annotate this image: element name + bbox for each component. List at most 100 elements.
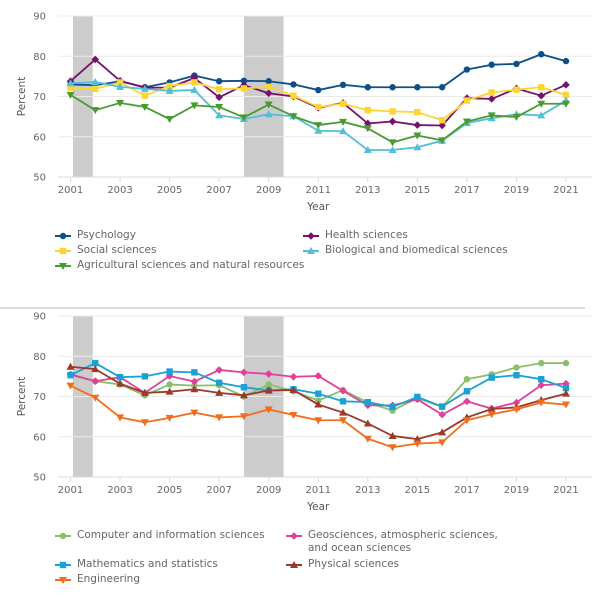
data-point-health-sciences <box>562 81 570 89</box>
data-point-physical-sciences <box>215 388 224 396</box>
x-tick-label: 2009 <box>256 485 281 496</box>
data-point-health-sciences <box>264 89 273 98</box>
data-point-agricultural-sciences-and-natural-resources <box>388 139 397 147</box>
data-point-agricultural-sciences-and-natural-resources <box>339 118 348 126</box>
x-tick-label: 2017 <box>454 485 479 496</box>
y-tick-label: 60 <box>33 432 46 443</box>
y-axis-title: Percent <box>16 77 28 117</box>
series-agricultural-sciences-and-natural-resources <box>66 91 570 147</box>
data-point-agricultural-sciences-and-natural-resources <box>512 114 521 122</box>
data-point-social-sciences <box>538 84 545 91</box>
data-point-psychology <box>463 66 471 73</box>
data-point-psychology <box>438 84 446 91</box>
data-point-social-sciences <box>240 85 248 92</box>
x-tick-label: 2003 <box>107 485 132 496</box>
y-tick-label: 90 <box>33 12 46 23</box>
data-point-agricultural-sciences-and-natural-resources <box>537 100 546 108</box>
legend-item-biological-and-biomedical-sciences[interactable]: Biological and biomedical sciences <box>303 244 573 257</box>
data-point-psychology <box>488 61 495 68</box>
legend-top: Psychology Health sciences Social sciences… <box>55 229 575 279</box>
legend-label: Psychology <box>77 229 136 241</box>
data-point-computer-and-information-sciences <box>166 381 173 388</box>
data-point-computer-and-information-sciences <box>562 359 570 367</box>
x-tick-label: 2021 <box>553 485 578 496</box>
series-mathematics-and-statistics <box>67 359 570 411</box>
data-point-agricultural-sciences-and-natural-resources <box>363 125 372 133</box>
data-point-engineering <box>413 440 422 448</box>
legend-item-physical-sciences[interactable]: Physical sciences <box>286 558 511 571</box>
x-tick-label: 2013 <box>355 185 380 196</box>
y-tick-label: 70 <box>33 92 46 103</box>
data-point-health-sciences <box>438 121 446 130</box>
data-point-geosciences-atmospheric-sciences-and-ocean-sciences <box>562 379 570 388</box>
legend-marker-shape <box>59 232 67 240</box>
data-point-engineering <box>363 435 372 443</box>
data-point-agricultural-sciences-and-natural-resources <box>165 116 174 124</box>
data-point-physical-sciences <box>562 389 570 397</box>
data-point-psychology <box>513 60 520 68</box>
legend-item-geosciences-atmospheric-sciences-and-ocean-sciences[interactable]: Geosciences, atmospheric sciences, and o… <box>286 529 511 555</box>
data-point-mathematics-and-statistics <box>92 359 99 367</box>
legend-item-social-sciences[interactable]: Social sciences <box>55 244 295 257</box>
data-point-psychology <box>364 84 371 91</box>
data-point-physical-sciences <box>289 386 298 394</box>
data-point-physical-sciences <box>438 428 447 436</box>
x-tick-label: 2005 <box>157 485 182 496</box>
data-point-physical-sciences <box>363 419 372 427</box>
data-point-agricultural-sciences-and-natural-resources <box>66 91 75 99</box>
y-tick-label: 60 <box>33 132 46 143</box>
data-point-engineering <box>562 401 570 409</box>
legend-marker-shape <box>307 247 315 254</box>
data-point-engineering <box>215 414 224 422</box>
x-tick-label: 2007 <box>206 185 231 196</box>
data-point-mathematics-and-statistics <box>538 375 545 383</box>
data-point-engineering <box>314 417 323 425</box>
y-tick-label: 50 <box>33 173 46 184</box>
data-point-engineering <box>339 417 348 425</box>
legend-item-agricultural-sciences-and-natural-resources[interactable]: Agricultural sciences and natural resour… <box>55 259 355 272</box>
legend-label: Physical sciences <box>308 558 400 570</box>
data-point-social-sciences <box>92 85 99 93</box>
y-tick-label: 70 <box>33 392 46 403</box>
legend-item-psychology[interactable]: Psychology <box>55 229 295 242</box>
legend-marker-shape <box>59 532 67 540</box>
legend-item-computer-and-information-sciences[interactable]: Computer and information sciences <box>55 529 285 542</box>
data-point-mathematics-and-statistics <box>364 398 371 406</box>
data-point-agricultural-sciences-and-natural-resources <box>264 101 273 109</box>
data-point-biological-and-biomedical-sciences <box>66 79 75 87</box>
data-point-mathematics-and-statistics <box>562 384 570 392</box>
data-point-geosciences-atmospheric-sciences-and-ocean-sciences <box>463 397 471 406</box>
data-point-social-sciences <box>116 79 124 86</box>
legend-item-health-sciences[interactable]: Health sciences <box>303 229 573 242</box>
data-point-biological-and-biomedical-sciences <box>339 127 348 135</box>
data-point-geosciences-atmospheric-sciences-and-ocean-sciences <box>215 366 223 374</box>
series-engineering <box>66 382 570 452</box>
data-point-psychology <box>265 78 272 85</box>
legend-item-engineering[interactable]: Engineering <box>55 573 285 586</box>
legend-item-mathematics-and-statistics[interactable]: Mathematics and statistics <box>55 558 285 571</box>
data-point-psychology <box>414 84 421 91</box>
data-point-physical-sciences <box>140 388 149 396</box>
data-point-psychology <box>339 81 347 89</box>
data-point-computer-and-information-sciences <box>538 359 545 367</box>
data-point-social-sciences <box>488 89 495 96</box>
data-point-biological-and-biomedical-sciences <box>264 110 273 118</box>
legend-label: Agricultural sciences and natural resour… <box>77 259 305 271</box>
data-point-social-sciences <box>438 117 446 124</box>
data-point-agricultural-sciences-and-natural-resources <box>289 113 298 121</box>
data-point-physical-sciences <box>66 362 75 370</box>
data-point-psychology <box>562 57 570 65</box>
legend-marker-icon <box>55 573 71 586</box>
legend-marker-icon <box>303 229 319 242</box>
data-point-health-sciences <box>487 95 496 103</box>
data-point-computer-and-information-sciences <box>463 375 471 383</box>
data-point-agricultural-sciences-and-natural-resources <box>116 99 125 107</box>
legend-label: Social sciences <box>77 244 157 256</box>
data-point-engineering <box>537 399 546 407</box>
data-point-computer-and-information-sciences <box>513 364 520 371</box>
data-point-social-sciences <box>513 86 520 93</box>
data-point-agricultural-sciences-and-natural-resources <box>438 137 447 145</box>
data-point-health-sciences <box>537 91 546 100</box>
data-point-social-sciences <box>215 86 223 93</box>
legend-marker-shape <box>290 532 298 540</box>
